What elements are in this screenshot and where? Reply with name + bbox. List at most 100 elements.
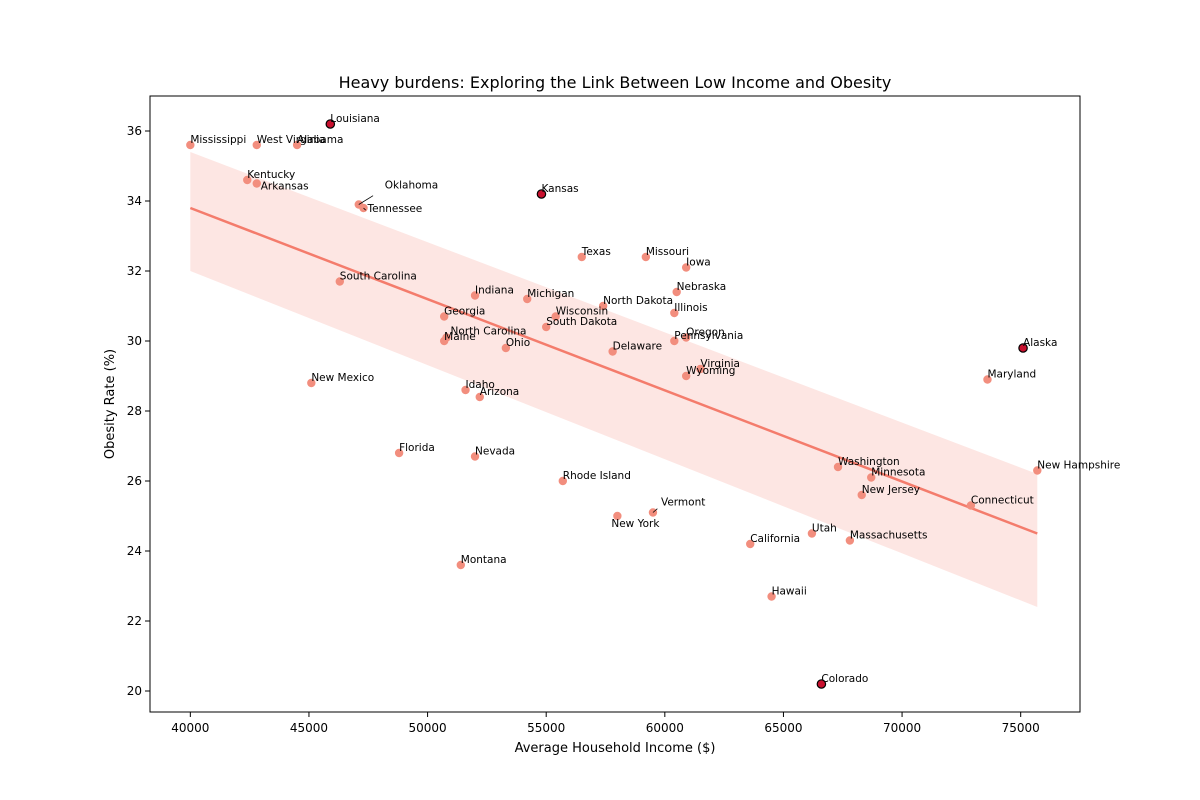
- point-idaho: [461, 385, 470, 395]
- point-new-york: [613, 511, 622, 521]
- point-ohio: [501, 343, 511, 353]
- point-alabama: [292, 140, 302, 150]
- point-mississippi: [186, 140, 195, 150]
- x-tick-label-70000: 70000: [883, 721, 921, 735]
- point-label-kentucky: Kentucky: [247, 169, 295, 181]
- point-nevada: [470, 452, 480, 461]
- trend-line: [189, 206, 1038, 535]
- y-tick-label-22: 22: [127, 614, 142, 628]
- confidence-band: [190, 152, 1038, 607]
- point-delaware: [608, 347, 617, 356]
- point-label-north-dakota: North Dakota: [603, 295, 673, 307]
- point-utah: [807, 529, 817, 538]
- x-tick-label-65000: 65000: [764, 721, 802, 735]
- point-label-idaho: Idaho: [466, 379, 495, 391]
- point-montana: [456, 560, 465, 570]
- point-hawaii: [767, 592, 776, 601]
- point-kentucky: [243, 175, 252, 185]
- point-washington: [833, 462, 843, 472]
- point-label-hawaii: Hawaii: [772, 586, 807, 598]
- y-axis-label: Obesity Rate (%): [103, 349, 118, 459]
- point-label-virginia: Virginia: [700, 358, 740, 370]
- point-label-south-carolina: South Carolina: [340, 271, 417, 283]
- y-tick-label-36: 36: [127, 124, 142, 138]
- leader-tennessee: [363, 207, 367, 211]
- point-label-oklahoma: Oklahoma: [385, 180, 438, 192]
- point-south-dakota: [541, 322, 551, 332]
- point-label-new-hampshire: New Hampshire: [1037, 460, 1120, 472]
- y-tick-label-24: 24: [127, 544, 142, 558]
- point-new-hampshire: [1033, 466, 1042, 475]
- point-south-carolina: [335, 277, 344, 286]
- x-tick-label-50000: 50000: [408, 721, 446, 735]
- point-label-north-carolina: North Carolina: [451, 326, 527, 338]
- point-arkansas: [252, 179, 261, 188]
- point-alaska: [1018, 343, 1028, 353]
- axes: 40000 45000 50000 55000 60000 65000 70000 75000…: [127, 124, 1040, 735]
- point-georgia: [439, 312, 449, 321]
- point-label-maryland: Maryland: [987, 369, 1036, 381]
- point-label-delaware: Delaware: [613, 341, 662, 353]
- y-tick-label-28: 28: [127, 404, 142, 418]
- point-maryland: [983, 375, 992, 384]
- point-label-wyoming: Wyoming: [686, 365, 735, 377]
- point-label-oregon: Oregon: [686, 327, 725, 339]
- point-label-mississippi: Mississippi: [190, 134, 246, 146]
- point-label-colorado: Colorado: [821, 673, 868, 685]
- point-minnesota: [867, 473, 876, 482]
- x-tick-label-60000: 60000: [646, 721, 684, 735]
- point-label-nebraska: Nebraska: [677, 281, 727, 293]
- point-label-rhode-island: Rhode Island: [563, 470, 631, 482]
- point-label-pennsylvania: Pennsylvania: [674, 330, 743, 342]
- point-label-georgia: Georgia: [444, 306, 485, 318]
- point-kansas: [536, 189, 547, 199]
- point-label-indiana: Indiana: [475, 285, 514, 297]
- x-tick-label-75000: 75000: [1002, 721, 1040, 735]
- x-axis-label: Average Household Income ($): [515, 741, 716, 756]
- point-oregon: [681, 333, 691, 342]
- point-north-dakota: [598, 301, 608, 311]
- point-maine: [439, 336, 449, 346]
- point-label-nevada: Nevada: [475, 446, 515, 458]
- point-label-new-mexico: New Mexico: [311, 372, 374, 384]
- point-california: [746, 539, 755, 549]
- point-label-tennessee: Tennessee: [367, 203, 423, 215]
- point-indiana: [470, 291, 480, 300]
- point-label-michigan: Michigan: [527, 288, 574, 300]
- y-tick-label-30: 30: [127, 334, 142, 348]
- x-tick-label-55000: 55000: [527, 721, 565, 735]
- plot-frame: [149, 95, 1081, 713]
- leader-vermont: [652, 508, 658, 513]
- point-label-montana: Montana: [461, 554, 507, 566]
- y-tick-label-26: 26: [127, 474, 142, 488]
- point-label-wisconsin: Wisconsin: [556, 306, 608, 318]
- point-label-new-jersey: New Jersey: [862, 484, 920, 496]
- point-label-iowa: Iowa: [686, 257, 711, 269]
- point-connecticut: [966, 501, 976, 510]
- point-west-virginia: [252, 140, 261, 150]
- point-label-new-york: New York: [611, 518, 660, 530]
- point-label-alaska: Alaska: [1023, 337, 1057, 349]
- point-colorado: [816, 679, 827, 689]
- point-pennsylvania: [670, 336, 679, 346]
- point-new-mexico: [307, 378, 316, 388]
- point-label-florida: Florida: [399, 442, 435, 454]
- point-label-washington: Washington: [838, 456, 900, 468]
- point-rhode-island: [558, 476, 568, 486]
- point-label-alabama: Alabama: [297, 134, 343, 146]
- point-iowa: [681, 263, 691, 272]
- y-tick-label-34: 34: [127, 194, 142, 208]
- point-label-connecticut: Connecticut: [971, 495, 1034, 507]
- x-tick-label-40000: 40000: [171, 721, 209, 735]
- point-louisiana: [325, 119, 336, 129]
- point-label-vermont: Vermont: [661, 497, 705, 509]
- point-label-kansas: Kansas: [541, 183, 578, 195]
- point-label-west-virginia: West Virginia: [257, 134, 326, 146]
- point-label-arkansas: Arkansas: [261, 181, 309, 193]
- chart-title: Heavy burdens: Exploring the Link Betwee…: [339, 73, 892, 92]
- point-label-arizona: Arizona: [480, 386, 519, 398]
- y-tick-label-20: 20: [127, 684, 142, 698]
- point-michigan: [523, 294, 532, 304]
- point-label-ohio: Ohio: [506, 337, 530, 349]
